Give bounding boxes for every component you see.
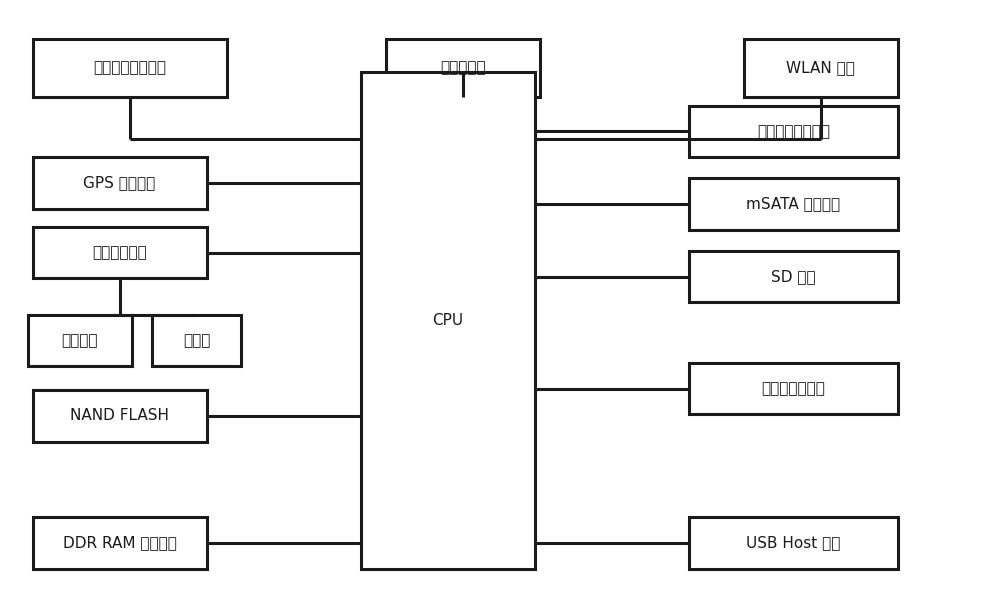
Bar — [28, 315, 132, 366]
Bar — [152, 315, 241, 366]
Bar — [33, 39, 227, 97]
Text: 电源管理单元: 电源管理单元 — [92, 245, 147, 260]
Text: CPU: CPU — [432, 313, 463, 328]
Text: 锂电池: 锂电池 — [183, 333, 210, 348]
Bar — [689, 363, 898, 414]
Bar — [361, 73, 535, 569]
Bar — [386, 39, 540, 97]
Text: mSATA 硬盘接口: mSATA 硬盘接口 — [746, 197, 840, 211]
Text: NAND FLASH: NAND FLASH — [70, 409, 169, 423]
Bar — [689, 178, 898, 230]
Text: 本地以太网接口: 本地以太网接口 — [761, 381, 825, 397]
Bar — [689, 251, 898, 302]
Bar — [744, 39, 898, 97]
Text: GPS 时钟单元: GPS 时钟单元 — [83, 175, 156, 191]
Bar — [33, 518, 207, 569]
Bar — [33, 227, 207, 278]
Bar — [33, 390, 207, 442]
Text: 无线上网通信模块: 无线上网通信模块 — [93, 60, 166, 75]
Text: SD 接口: SD 接口 — [771, 269, 816, 284]
Bar — [689, 518, 898, 569]
Bar — [33, 157, 207, 208]
Text: 音频输入输出单元: 音频输入输出单元 — [757, 124, 830, 139]
Text: 电容触摸屏: 电容触摸屏 — [440, 60, 486, 75]
Bar — [689, 106, 898, 157]
Text: WLAN 单元: WLAN 单元 — [786, 60, 855, 75]
Text: DDR RAM 存储单元: DDR RAM 存储单元 — [63, 536, 177, 551]
Text: USB Host 接口: USB Host 接口 — [746, 536, 841, 551]
Text: 外接电源: 外接电源 — [62, 333, 98, 348]
